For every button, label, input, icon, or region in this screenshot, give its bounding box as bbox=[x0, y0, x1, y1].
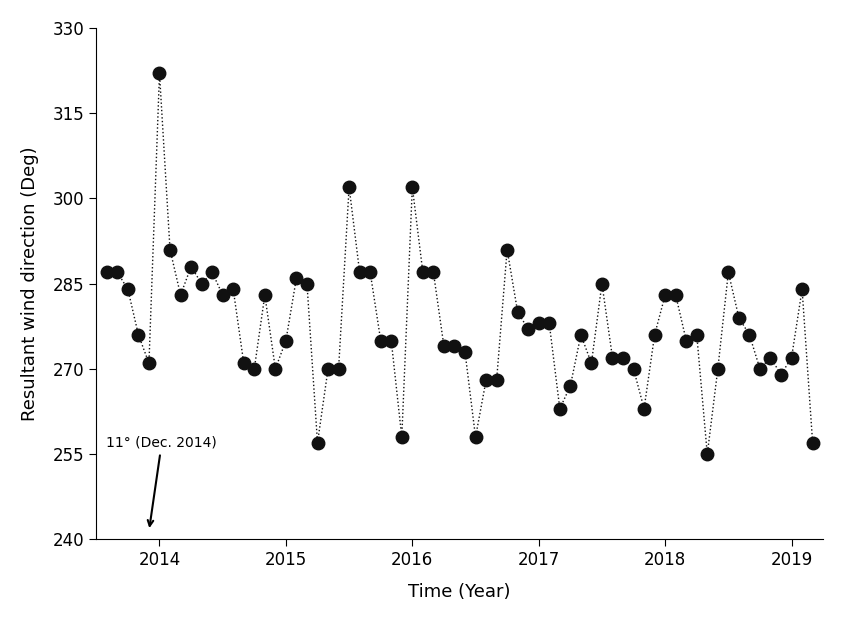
X-axis label: Time (Year): Time (Year) bbox=[408, 583, 511, 601]
Y-axis label: Resultant wind direction (Deg): Resultant wind direction (Deg) bbox=[21, 146, 39, 421]
Text: 11° (Dec. 2014): 11° (Dec. 2014) bbox=[106, 436, 217, 526]
